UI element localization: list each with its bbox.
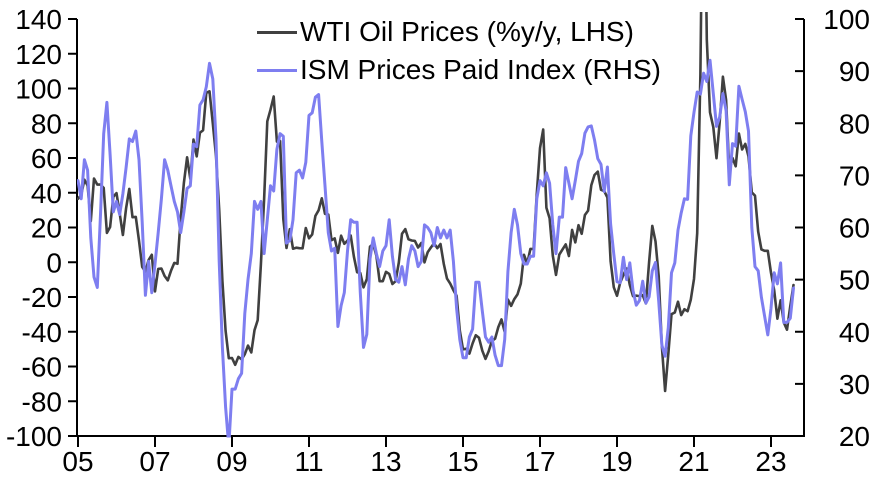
right-axis-tick-label: 100 <box>823 4 870 35</box>
x-axis-tick-label: 13 <box>370 446 401 477</box>
left-axis-tick-label: 140 <box>15 4 62 35</box>
legend-label-wti: WTI Oil Prices (%y/y, LHS) <box>300 16 634 47</box>
right-axis-tick-label: 60 <box>839 213 870 244</box>
left-axis-tick-label: -60 <box>22 352 62 383</box>
legend-item-wti: WTI Oil Prices (%y/y, LHS) <box>257 13 661 51</box>
x-axis-tick-label: 09 <box>216 446 247 477</box>
left-axis-tick-label: 0 <box>46 247 62 278</box>
right-axis-tick-label: 20 <box>839 421 870 452</box>
right-axis-tick-label: 80 <box>839 108 870 139</box>
left-axis-tick-label: 80 <box>31 108 62 139</box>
right-axis-tick-label: 70 <box>839 160 870 191</box>
left-axis-tick-label: 100 <box>15 74 62 105</box>
left-axis-tick-label: -20 <box>22 282 62 313</box>
legend-item-ism: ISM Prices Paid Index (RHS) <box>257 51 661 89</box>
left-axis-tick-label: 40 <box>31 178 62 209</box>
right-axis-tick-label: 30 <box>839 369 870 400</box>
legend-label-ism: ISM Prices Paid Index (RHS) <box>300 54 661 85</box>
left-axis-tick-label: 20 <box>31 213 62 244</box>
ism-series-line <box>77 58 795 438</box>
x-axis-tick-label: 15 <box>447 446 478 477</box>
x-axis-tick-label: 23 <box>755 446 786 477</box>
left-axis-tick-label: -80 <box>22 386 62 417</box>
wti-line-swatch-icon <box>257 30 297 34</box>
left-axis-tick-label: -100 <box>6 421 62 452</box>
left-axis-tick-label: 120 <box>15 39 62 70</box>
x-axis-tick-label: 11 <box>294 446 323 477</box>
x-axis-tick-label: 19 <box>601 446 632 477</box>
left-axis-tick-label: 60 <box>31 143 62 174</box>
wti-series-line <box>77 12 795 393</box>
ism-line-swatch-icon <box>257 68 297 72</box>
left-axis-tick-label: -40 <box>22 317 62 348</box>
x-axis-tick-label: 21 <box>678 446 709 477</box>
x-axis-tick-label: 05 <box>62 446 93 477</box>
x-axis-tick-label: 07 <box>139 446 170 477</box>
right-axis-tick-label: 90 <box>839 56 870 87</box>
x-axis-tick-label: 17 <box>524 446 555 477</box>
right-axis-tick-label: 50 <box>839 265 870 296</box>
legend: WTI Oil Prices (%y/y, LHS) ISM Prices Pa… <box>257 13 661 89</box>
right-axis-tick-label: 40 <box>839 317 870 348</box>
